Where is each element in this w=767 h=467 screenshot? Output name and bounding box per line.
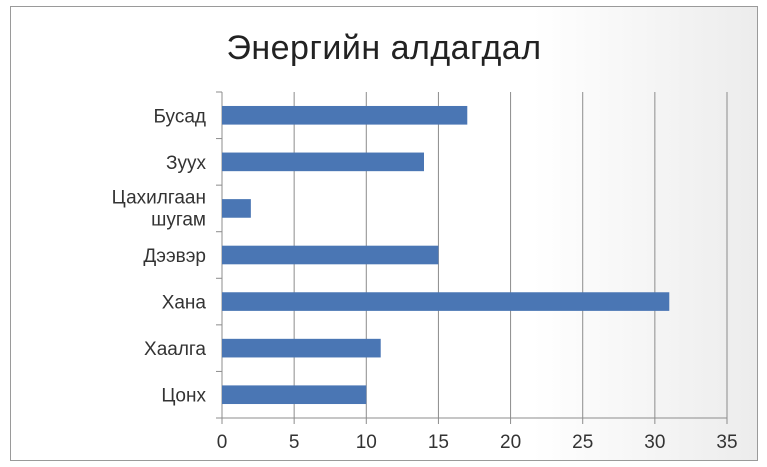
x-tick-label-1: 5 xyxy=(289,432,300,453)
x-tick-label-7: 35 xyxy=(716,432,737,453)
chart-frame: Энергийн алдагдал xyxy=(10,6,758,461)
bar-2 xyxy=(222,199,251,218)
x-tick-label-6: 30 xyxy=(644,432,665,453)
x-tick-label-0: 0 xyxy=(217,432,228,453)
bar-4 xyxy=(222,292,670,311)
bar-5 xyxy=(222,338,381,358)
category-label-4: Хана xyxy=(162,293,207,314)
category-label-1: Зуух xyxy=(166,153,206,174)
category-label-0: Бусад xyxy=(154,106,207,127)
x-tick-label-4: 20 xyxy=(500,432,521,453)
category-label-3: Дээвэр xyxy=(143,246,206,267)
category-label-5: Хаалга xyxy=(144,339,206,360)
bar-3 xyxy=(222,245,439,265)
category-label-2: Цахилгаан шугам xyxy=(112,187,206,230)
bar-6 xyxy=(222,385,367,405)
x-tick-label-5: 25 xyxy=(572,432,593,453)
x-tick-label-2: 10 xyxy=(356,432,377,453)
category-label-6: Цонх xyxy=(161,386,206,407)
bar-0 xyxy=(222,105,468,125)
chart-title: Энергийн алдагдал xyxy=(226,29,542,67)
x-tick-label-3: 15 xyxy=(428,432,449,453)
bar-1 xyxy=(222,152,424,172)
